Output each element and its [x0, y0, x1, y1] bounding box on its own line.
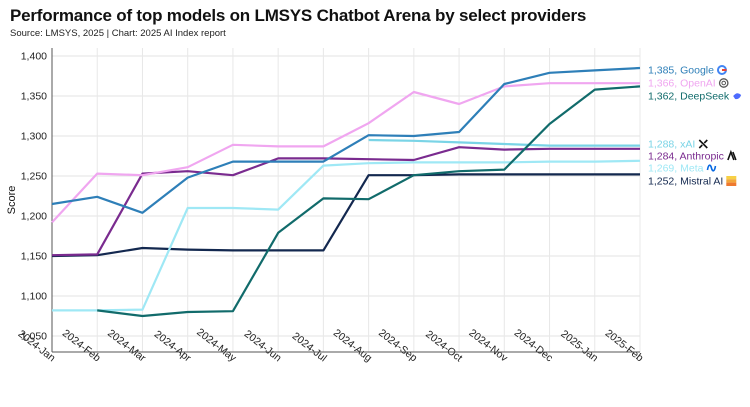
x-tick-label: 2024-Dec: [512, 327, 555, 364]
x-tick-label: 2024-Jun: [242, 328, 284, 365]
chart-source: Source: LMSYS, 2025 | Chart: 2025 AI Ind…: [10, 28, 226, 39]
x-tick-label: 2024-Sep: [376, 327, 419, 365]
mistral-icon: [726, 176, 737, 186]
y-tick-label: 1,300: [21, 131, 47, 143]
x-tick-label: 2025-Jan: [558, 328, 600, 365]
google-icon: [716, 65, 727, 75]
series-line-openai: [51, 82, 640, 224]
y-axis-label: Score: [6, 186, 18, 215]
y-tick-label: 1,100: [21, 291, 47, 303]
series-line-mistral-ai: [51, 173, 640, 258]
y-tick-label: 1,250: [21, 171, 47, 183]
x-tick-label: 2024-Aug: [331, 327, 374, 365]
end-label: 1,284, Anthropic: [648, 151, 724, 163]
series-line-meta: [52, 159, 641, 312]
xai-icon: [698, 139, 708, 149]
x-tick-label: 2024-May: [194, 326, 239, 365]
end-label: 1,385, Google: [648, 65, 714, 77]
anthropic-icon: [727, 149, 737, 161]
end-label: 1,288, xAI: [648, 139, 695, 151]
x-tick-label: 2024-Oct: [423, 328, 464, 364]
x-tick-label: 2025-Feb: [603, 327, 646, 364]
series-line-xai: [368, 138, 640, 147]
series-line-deepseek: [97, 85, 641, 318]
y-tick-label: 1,150: [21, 251, 47, 263]
openai-icon: [718, 78, 729, 88]
meta-icon: [706, 164, 717, 172]
deepseek-icon: [733, 93, 742, 100]
end-label: 1,366, OpenAI: [648, 78, 716, 90]
end-label: 1,252, Mistral AI: [648, 176, 723, 188]
y-tick-label: 1,200: [21, 211, 47, 223]
series-line-google: [51, 66, 641, 214]
x-tick-label: 2024-Mar: [105, 327, 148, 364]
chart-title: Performance of top models on LMSYS Chatb…: [10, 6, 587, 25]
end-label: 1,362, DeepSeek: [648, 91, 730, 103]
y-tick-label: 1,350: [21, 91, 47, 103]
y-tick-label: 1,400: [21, 51, 47, 63]
y-tick-label: 1,050: [21, 331, 47, 343]
x-tick-label: 2024-Feb: [60, 327, 103, 364]
end-label: 1,269, Meta: [648, 163, 704, 175]
